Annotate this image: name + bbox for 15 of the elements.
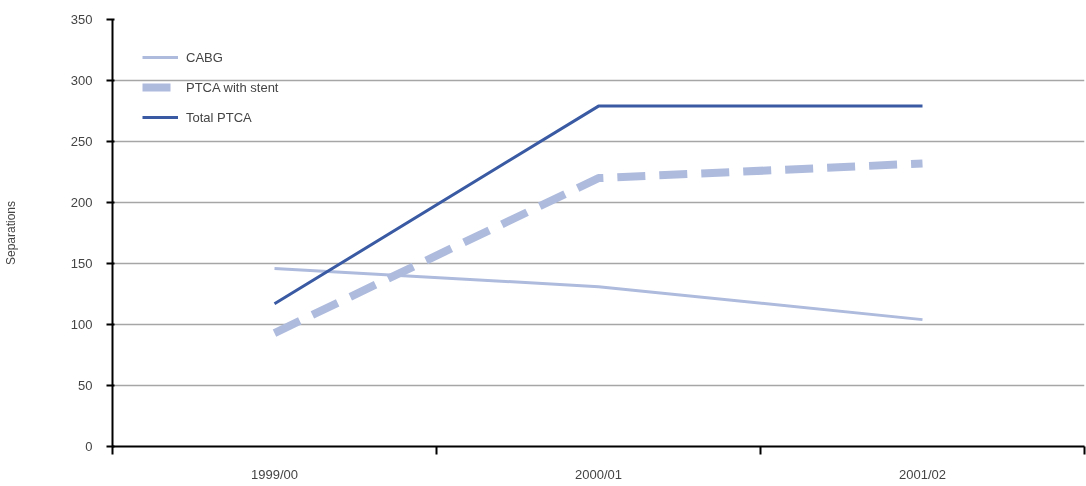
y-tick-label: 200	[70, 195, 93, 210]
y-tick-label: 250	[70, 134, 93, 149]
y-tick-label: 50	[78, 378, 93, 393]
x-tick-label: 2001/02	[899, 466, 946, 482]
legend-label: Total PTCA	[186, 109, 252, 125]
x-tick-label: 2000/01	[575, 466, 622, 482]
x-tick-label: 1999/00	[251, 466, 298, 482]
y-tick-label: 300	[70, 73, 93, 88]
legend-label: CABG	[186, 49, 223, 65]
legend-label: PTCA with stent	[186, 79, 279, 95]
y-tick-label: 100	[70, 317, 93, 332]
y-axis-title: Separations	[3, 200, 18, 266]
y-tick-label: 350	[70, 12, 93, 27]
y-tick-label: 0	[85, 439, 93, 454]
y-tick-label: 150	[70, 256, 93, 271]
